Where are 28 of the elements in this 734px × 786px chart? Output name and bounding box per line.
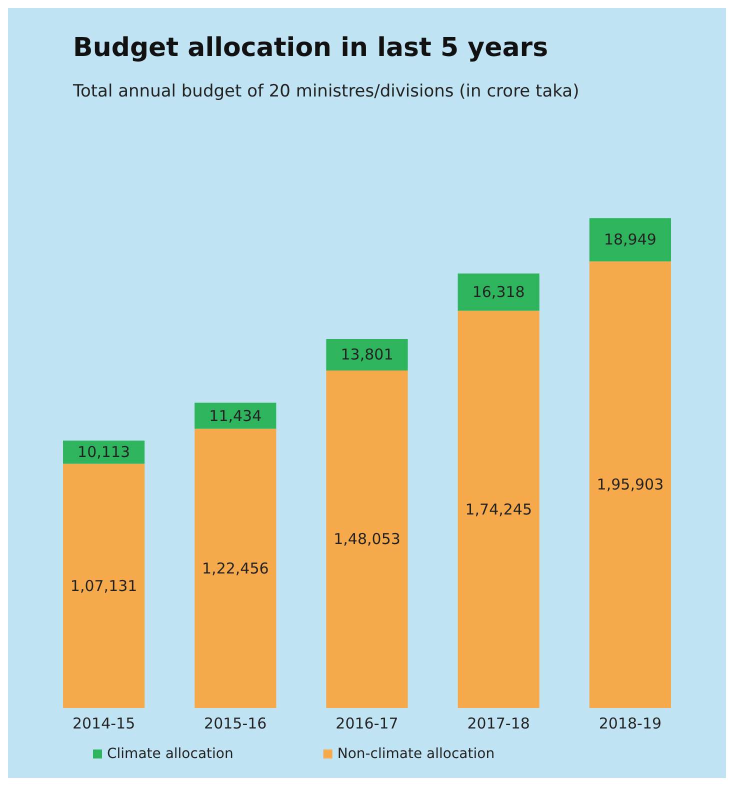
data-label: 18,949 [604,230,656,249]
data-label: 16,318 [472,283,525,302]
legend-label: Non-climate allocation [337,746,495,762]
data-label: 1,22,456 [202,559,269,578]
x-tick-label: 2018-19 [598,714,662,732]
x-tick-label: 2017-18 [467,714,530,732]
bar [589,218,671,262]
x-tick-label: 2014-15 [72,714,136,732]
data-label: 1,74,245 [465,500,532,518]
bar [458,310,540,708]
legend-label: Climate allocation [107,746,234,762]
x-tick-label: 2015-16 [204,714,267,732]
data-label: 1,48,053 [334,530,400,548]
bar [194,402,276,429]
chart-title: Budget allocation in last 5 years [73,33,548,63]
bar [326,370,408,708]
data-label: 1,07,131 [70,576,138,595]
bar [326,338,408,370]
bar [458,274,540,311]
data-label: 1,95,903 [596,476,664,494]
bar [589,261,671,708]
data-label: 10,113 [78,443,130,462]
bar [63,464,145,708]
data-label: 11,434 [209,406,262,425]
bar [194,428,276,708]
data-label: 13,801 [340,346,394,364]
x-tick-label: 2016-17 [336,714,398,732]
chart-subtitle: Total annual budget of 20 ministres/divisions (in crore taka) [72,82,580,102]
